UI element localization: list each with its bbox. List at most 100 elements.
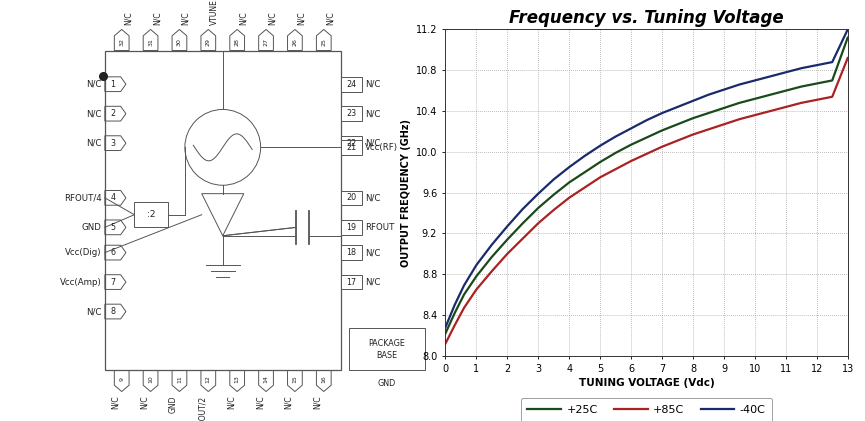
- Text: N/C: N/C: [86, 109, 101, 118]
- Bar: [341, 140, 362, 155]
- -40C: [672, 104, 682, 109]
- +25C: [796, 84, 806, 89]
- Bar: [341, 136, 362, 150]
- +85C: [471, 287, 482, 292]
- -40C: [533, 191, 543, 196]
- -40C: [440, 325, 451, 330]
- Text: N/C: N/C: [313, 396, 322, 409]
- +85C: [487, 269, 497, 274]
- -40C: [611, 134, 621, 139]
- Y-axis label: OUTPUT FREQUENCY (GHz): OUTPUT FREQUENCY (GHz): [401, 119, 412, 266]
- Text: Vcc(RF): Vcc(RF): [365, 143, 398, 152]
- Line: +85C: +85C: [445, 58, 848, 344]
- Text: 9: 9: [119, 377, 125, 381]
- +85C: [517, 236, 528, 241]
- Text: 8: 8: [111, 307, 115, 316]
- +85C: [688, 132, 698, 137]
- -40C: [811, 63, 822, 68]
- Bar: [341, 274, 362, 290]
- Text: N/C: N/C: [111, 396, 120, 409]
- Text: N/C: N/C: [86, 307, 101, 316]
- Text: 19: 19: [346, 223, 356, 232]
- -40C: [688, 99, 698, 104]
- Text: Vcc(Amp): Vcc(Amp): [60, 277, 101, 287]
- Text: N/C: N/C: [181, 12, 190, 25]
- Bar: [341, 106, 362, 121]
- +85C: [503, 251, 513, 256]
- +85C: [796, 100, 806, 105]
- Text: 26: 26: [292, 38, 298, 45]
- +25C: [626, 142, 637, 147]
- +85C: [766, 109, 776, 114]
- -40C: [580, 153, 590, 158]
- Text: 12: 12: [206, 376, 211, 383]
- Text: PACKAGE: PACKAGE: [368, 338, 406, 348]
- Text: 31: 31: [148, 38, 153, 45]
- Text: 7: 7: [111, 277, 115, 287]
- -40C: [450, 302, 460, 307]
- Text: 11: 11: [177, 376, 182, 383]
- -40C: [458, 283, 469, 288]
- Text: 29: 29: [206, 37, 211, 46]
- -40C: [642, 118, 652, 123]
- +85C: [440, 341, 451, 346]
- +25C: [450, 310, 460, 315]
- +25C: [458, 292, 469, 297]
- +85C: [734, 117, 745, 122]
- +25C: [611, 150, 621, 155]
- Bar: [341, 190, 362, 205]
- Bar: [134, 202, 168, 227]
- +25C: [471, 274, 482, 279]
- Text: VTUNE: VTUNE: [210, 0, 219, 25]
- +85C: [719, 122, 729, 127]
- Text: 13: 13: [234, 376, 240, 383]
- -40C: [564, 165, 574, 170]
- +25C: [642, 135, 652, 140]
- Text: 21: 21: [346, 143, 356, 152]
- Text: 30: 30: [177, 38, 182, 45]
- Legend: +25C, +85C, -40C: +25C, +85C, -40C: [521, 398, 772, 421]
- +85C: [450, 322, 460, 328]
- +25C: [564, 180, 574, 185]
- Text: N/C: N/C: [86, 80, 101, 89]
- Text: N/C: N/C: [268, 12, 277, 25]
- +25C: [811, 81, 822, 86]
- +85C: [458, 305, 469, 310]
- -40C: [487, 242, 497, 247]
- -40C: [766, 74, 776, 79]
- -40C: [595, 143, 606, 148]
- Line: +25C: +25C: [445, 37, 848, 333]
- -40C: [843, 27, 853, 32]
- Text: GND: GND: [169, 396, 177, 413]
- +25C: [672, 122, 682, 127]
- -40C: [503, 224, 513, 229]
- Text: 6: 6: [111, 248, 115, 257]
- +85C: [843, 56, 853, 61]
- Text: 18: 18: [346, 248, 356, 257]
- Text: 15: 15: [292, 376, 298, 383]
- Text: N/C: N/C: [325, 12, 335, 25]
- Text: 27: 27: [264, 37, 268, 46]
- Text: 23: 23: [346, 109, 356, 118]
- -40C: [780, 70, 791, 75]
- +25C: [503, 237, 513, 242]
- -40C: [827, 59, 837, 64]
- Text: 2: 2: [111, 109, 115, 118]
- +25C: [688, 116, 698, 121]
- Text: N/C: N/C: [152, 12, 161, 25]
- +85C: [811, 97, 822, 102]
- Text: 5: 5: [111, 223, 115, 232]
- Text: N/C: N/C: [86, 139, 101, 148]
- Text: N/C: N/C: [227, 396, 235, 409]
- +85C: [642, 151, 652, 156]
- Text: 28: 28: [234, 38, 240, 45]
- Text: RFOUT/4: RFOUT/4: [64, 193, 101, 203]
- Text: RFOUT/2: RFOUT/2: [197, 396, 207, 421]
- Text: 25: 25: [321, 38, 326, 45]
- -40C: [750, 78, 760, 83]
- Text: N/C: N/C: [365, 193, 381, 203]
- +25C: [440, 331, 451, 336]
- +25C: [580, 170, 590, 175]
- Text: N/C: N/C: [140, 396, 149, 409]
- +85C: [703, 127, 714, 132]
